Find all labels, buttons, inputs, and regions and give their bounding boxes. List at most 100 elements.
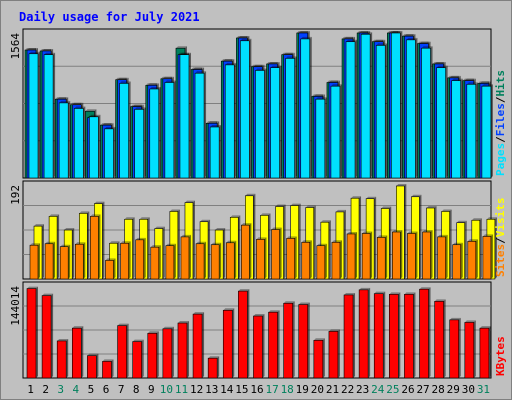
bar-sites-13 bbox=[210, 242, 222, 280]
y-tick-label-middle: 192 bbox=[9, 185, 22, 205]
series-label-part: Hits bbox=[494, 70, 507, 97]
bar-sites-25 bbox=[392, 230, 403, 280]
bar-pages-23 bbox=[360, 32, 373, 179]
bar-pages-25 bbox=[391, 31, 403, 179]
bar-kbytes-21 bbox=[328, 329, 340, 379]
bar-sites-26 bbox=[407, 231, 418, 280]
bar-sites-20 bbox=[316, 243, 327, 280]
chart-panels: 1564Pages/Files/Hits192Sites/Visits14401… bbox=[9, 28, 507, 396]
bar-kbytes-8 bbox=[132, 339, 144, 379]
x-tick-label-21: 21 bbox=[326, 383, 339, 396]
series-label-bottom: KBytes bbox=[494, 336, 507, 376]
bar-sites-16 bbox=[256, 237, 267, 280]
bar-sites-21 bbox=[331, 240, 342, 280]
bar-sites-1 bbox=[29, 243, 40, 280]
bar-kbytes-5 bbox=[87, 353, 99, 379]
bar-sites-28 bbox=[437, 234, 448, 280]
x-tick-label-5: 5 bbox=[88, 383, 95, 396]
x-tick-label-3: 3 bbox=[57, 383, 64, 396]
x-tick-label-2: 2 bbox=[42, 383, 49, 396]
bar-kbytes-20 bbox=[313, 338, 325, 379]
bar-pages-5 bbox=[89, 114, 101, 179]
x-tick-label-15: 15 bbox=[235, 383, 248, 396]
bar-pages-19 bbox=[300, 36, 312, 179]
x-tick-label-17: 17 bbox=[265, 383, 278, 396]
bar-sites-31 bbox=[482, 234, 493, 280]
bar-kbytes-22 bbox=[343, 292, 356, 379]
bar-kbytes-27 bbox=[419, 287, 431, 379]
bar-sites-6 bbox=[105, 258, 116, 280]
chart-title: Daily usage for July 2021 bbox=[19, 10, 200, 24]
bar-pages-15 bbox=[240, 38, 252, 179]
bar-pages-8 bbox=[134, 107, 146, 179]
bar-pages-22 bbox=[345, 39, 358, 179]
bar-pages-9 bbox=[149, 86, 161, 179]
bar-sites-27 bbox=[422, 230, 433, 280]
bar-kbytes-7 bbox=[117, 323, 129, 379]
bar-sites-18 bbox=[286, 236, 297, 280]
x-tick-label-19: 19 bbox=[296, 383, 309, 396]
bar-kbytes-6 bbox=[102, 359, 114, 379]
bar-kbytes-29 bbox=[449, 317, 461, 379]
x-tick-label-27: 27 bbox=[416, 383, 429, 396]
bar-pages-31 bbox=[481, 84, 493, 179]
bar-pages-28 bbox=[436, 65, 448, 179]
bar-kbytes-28 bbox=[434, 299, 446, 379]
bar-pages-11 bbox=[179, 52, 191, 179]
x-tick-label-23: 23 bbox=[356, 383, 369, 396]
series-label-part: / bbox=[494, 237, 507, 244]
x-tick-label-20: 20 bbox=[311, 383, 324, 396]
bar-pages-20 bbox=[315, 97, 327, 179]
bar-pages-24 bbox=[375, 43, 388, 179]
bar-sites-24 bbox=[376, 235, 388, 280]
x-tick-label-7: 7 bbox=[118, 383, 125, 396]
bar-kbytes-10 bbox=[162, 326, 174, 379]
bar-pages-6 bbox=[104, 126, 116, 179]
bar-kbytes-14 bbox=[222, 308, 235, 379]
x-tick-label-10: 10 bbox=[160, 383, 173, 396]
bar-kbytes-31 bbox=[479, 326, 491, 379]
series-label-part: / bbox=[494, 96, 507, 103]
bar-kbytes-25 bbox=[389, 292, 401, 379]
y-tick-label-top: 1564 bbox=[9, 33, 22, 60]
x-tick-label-14: 14 bbox=[220, 383, 234, 396]
bar-pages-26 bbox=[406, 37, 418, 179]
series-label-middle: Sites/Visits bbox=[494, 198, 507, 278]
bar-sites-17 bbox=[271, 227, 282, 280]
x-tick-label-18: 18 bbox=[281, 383, 294, 396]
bar-kbytes-3 bbox=[56, 338, 69, 379]
series-label-part: Sites bbox=[494, 244, 507, 277]
bar-sites-9 bbox=[150, 245, 161, 280]
x-tick-label-11: 11 bbox=[175, 383, 188, 396]
bar-pages-29 bbox=[451, 78, 463, 179]
series-label-part: Pages bbox=[494, 143, 507, 176]
bar-kbytes-23 bbox=[358, 287, 371, 379]
x-tick-label-8: 8 bbox=[133, 383, 140, 396]
bar-pages-27 bbox=[421, 46, 433, 179]
bar-sites-14 bbox=[225, 240, 237, 280]
x-tick-label-1: 1 bbox=[27, 383, 34, 396]
bar-sites-22 bbox=[346, 231, 358, 280]
bar-kbytes-12 bbox=[192, 312, 205, 379]
x-tick-label-6: 6 bbox=[103, 383, 110, 396]
bar-pages-14 bbox=[224, 62, 237, 179]
series-label-part: KBytes bbox=[494, 336, 507, 376]
x-tick-label-29: 29 bbox=[447, 383, 460, 396]
x-tick-label-31: 31 bbox=[477, 383, 490, 396]
bar-pages-30 bbox=[466, 82, 478, 179]
x-tick-label-4: 4 bbox=[73, 383, 80, 396]
bar-kbytes-24 bbox=[373, 291, 386, 379]
bar-pages-17 bbox=[270, 65, 282, 179]
series-label-part: / bbox=[494, 136, 507, 143]
bar-pages-1 bbox=[28, 51, 40, 179]
bar-pages-2 bbox=[43, 52, 56, 179]
bar-kbytes-11 bbox=[177, 321, 189, 379]
bar-kbytes-2 bbox=[41, 293, 54, 379]
bar-sites-30 bbox=[467, 239, 478, 280]
bar-pages-21 bbox=[330, 84, 342, 179]
bar-pages-7 bbox=[119, 81, 131, 179]
bar-sites-4 bbox=[74, 242, 86, 280]
bar-pages-3 bbox=[58, 100, 71, 179]
series-label-part: Visits bbox=[494, 198, 507, 238]
bar-sites-8 bbox=[135, 237, 146, 280]
